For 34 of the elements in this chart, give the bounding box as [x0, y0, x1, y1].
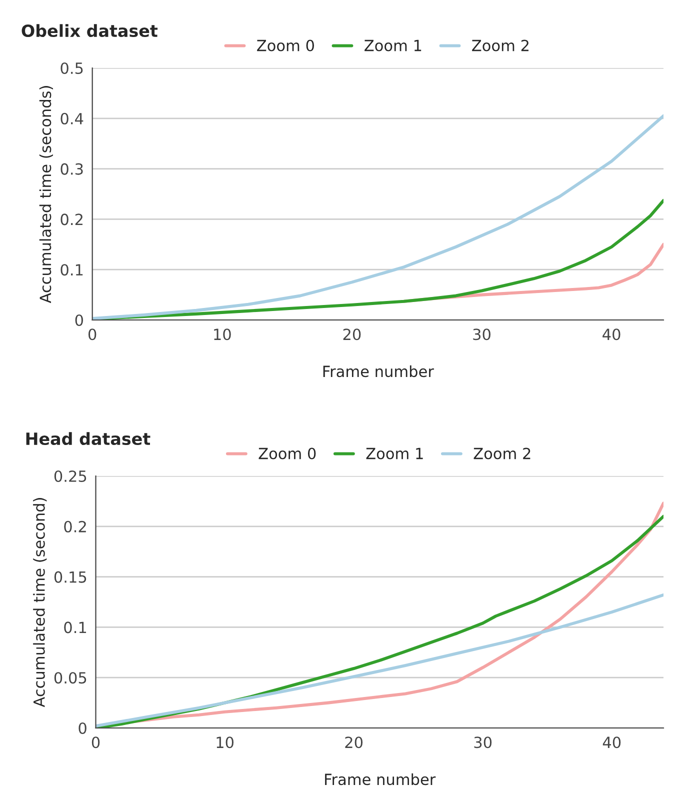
y-tick-label: 0.15 — [54, 571, 86, 583]
x-tick-label: 40 — [602, 736, 621, 748]
y-tick-label: 0.25 — [54, 470, 86, 482]
y-tick-label: 0.1 — [60, 264, 83, 276]
x-tick-label: 20 — [345, 736, 363, 748]
y-tick-label: 0.2 — [64, 520, 86, 532]
x-tick-label: 0 — [88, 328, 96, 340]
y-tick-label: 0.1 — [64, 622, 86, 634]
y-tick-label: 0 — [75, 314, 83, 326]
legend-label: Zoom 0 — [258, 448, 316, 460]
chart-title: Head dataset — [26, 432, 150, 446]
y-tick-label: 0.3 — [60, 163, 83, 175]
legend-label: Zoom 1 — [366, 448, 423, 460]
x-axis-title: Frame number — [325, 773, 436, 786]
legend-label: Zoom 0 — [257, 40, 314, 52]
x-tick-label: 30 — [473, 328, 490, 340]
y-tick-label: 0.5 — [60, 62, 83, 74]
x-tick-label: 40 — [602, 328, 620, 340]
y-tick-label: 0 — [78, 722, 86, 734]
x-tick-label: 30 — [474, 736, 492, 748]
y-tick-label: 0.05 — [54, 672, 86, 684]
x-tick-label: 10 — [216, 736, 234, 748]
y-axis-title: Accumulated time (second) — [33, 498, 47, 708]
y-tick-label: 0.2 — [60, 214, 82, 226]
x-tick-label: 0 — [92, 736, 100, 748]
x-tick-label: 10 — [214, 328, 231, 340]
chart-title: Obelix dataset — [22, 24, 158, 38]
x-axis-title: Frame number — [323, 365, 434, 378]
legend-label: Zoom 2 — [474, 448, 530, 460]
legend-label: Zoom 2 — [472, 40, 528, 52]
y-tick-label: 0.4 — [60, 112, 84, 124]
y-axis-title: Accumulated time (seconds) — [39, 86, 53, 304]
x-tick-label: 20 — [343, 328, 361, 340]
legend-label: Zoom 1 — [364, 40, 422, 52]
